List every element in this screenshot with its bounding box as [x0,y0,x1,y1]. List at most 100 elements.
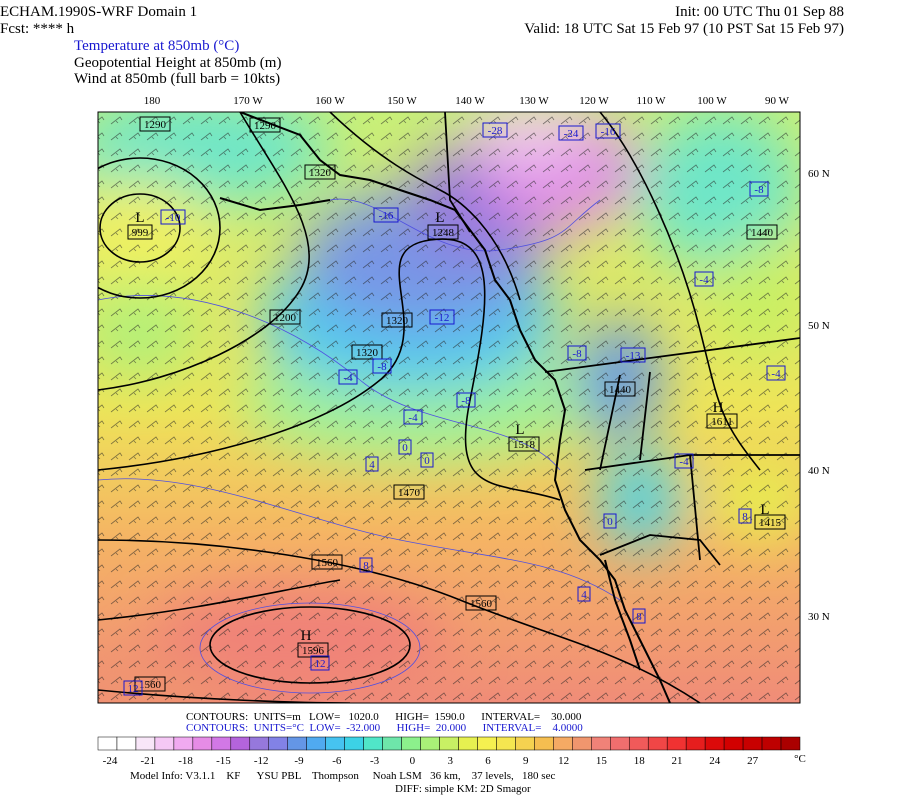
height-label-box [134,676,166,692]
colorbar-cell [230,736,251,751]
lon-label: 130 W [519,95,549,107]
temperature-label: -8 [377,361,387,373]
colorbar-cell [344,736,364,751]
colorbar-label: 21 [672,755,683,767]
temperature-label: -16 [601,126,616,138]
colorbar-cell [192,736,213,751]
height-label-box [706,413,738,429]
height-label: 1320 [386,315,409,327]
temperature-label: 4 [581,589,587,601]
colorbar-cell [439,736,459,751]
colorbar-cell [553,736,573,751]
temperature-label: -24 [564,128,579,140]
pressure-center: L [760,502,769,518]
lon-label: 110 W [636,95,666,107]
height-contours: CONTOURS: UNITS=m LOW= 1020.0 HIGH= 1590… [186,711,582,723]
temperature-label-box [338,369,358,385]
init-time: Init: 00 UTC Thu 01 Sep 88 [675,4,844,20]
temperature-label-box [558,125,584,141]
temperature-label: 4 [369,459,375,471]
height-label: 1415 [759,517,782,529]
temperature-label-box [632,608,646,624]
height-label-box [427,224,459,240]
height-label: 1560 [470,598,493,610]
colorbar-cell [135,736,156,751]
pressure-center: L [135,210,144,226]
temperature-label-box [429,309,455,325]
temperature-label: -16 [379,210,394,222]
colorbar-label: -9 [294,755,304,767]
valid-time: Valid: 18 UTC Sat 15 Feb 97 (10 PST Sat … [524,21,844,37]
colorbar-unit: °C [794,753,806,765]
height-label-box [269,309,301,325]
colorbar-label: -15 [216,755,231,767]
temperature-label: -28 [488,125,503,137]
temperature-label: 0 [402,442,408,454]
colorbar-label: 6 [485,755,491,767]
pressure-center: H [713,400,724,416]
colorbar-label: 12 [558,755,569,767]
colorbar-cell [287,736,307,751]
colorbar-cell [666,736,687,751]
temperature-label-box [603,513,617,529]
height-label: 1440 [609,384,632,396]
height-label: 999 [132,227,149,239]
colorbar-cell [496,736,516,751]
height-label-box [604,381,636,397]
height-label: 1200 [274,312,297,324]
height-label: 1611 [711,416,733,428]
colorbar-cell [325,736,345,751]
colorbar-label: -3 [370,755,380,767]
model-info: Model Info: V3.1.1 KF YSU PBL Thompson N… [130,770,555,782]
forecast: Fcst: **** h [0,21,75,37]
colorbar-cell [534,736,554,751]
height-label: 1290 [144,119,167,131]
height-label-box [249,117,281,133]
height-label: 1560 [139,679,162,691]
colorbar-cell [742,736,763,751]
temperature-label: 12 [315,658,326,670]
lon-label: 160 W [315,95,345,107]
colorbar-cell [306,736,326,751]
colorbar-cell [458,736,478,751]
colorbar-label: 15 [596,755,608,767]
colorbar-cell [116,736,137,751]
colorbar-cell [154,736,175,751]
colorbar-cell [363,736,383,751]
height-label-box [311,554,343,570]
temperature-label-box [620,347,646,363]
height-label-box [351,344,383,360]
lon-label: 180 [144,95,161,107]
colorbar-cell [173,736,194,751]
temperature-label: -12 [435,312,450,324]
temperature-label-box [373,207,399,223]
height-label: 1518 [513,439,536,451]
colorbar-cell [704,736,725,751]
temperature-label: -4 [771,368,781,380]
temperature-label-box [365,456,379,472]
lon-label: 120 W [579,95,609,107]
colorbar-cell [685,736,706,751]
colorbar-label: 9 [523,755,529,767]
temperature-label: -8 [461,395,471,407]
map-frame [97,111,801,704]
temperature-label: 8 [742,511,748,523]
temperature-label-box [766,365,786,381]
lat-label: 40 N [808,465,830,477]
temperature-label: -13 [626,350,641,362]
colorbar-cell [420,736,440,751]
lon-label: 100 W [697,95,727,107]
lat-label: 30 N [808,611,830,623]
temperature-label-box [694,271,714,287]
colorbar-label: -21 [140,755,155,767]
lat-label: 50 N [808,320,830,332]
height-label: 1440 [751,227,774,239]
colorbar-label: -24 [103,755,118,767]
temperature-label: 12 [128,683,139,695]
colorbar-cell [268,736,288,751]
temperature-label-box [595,123,621,139]
temperature-label: -8 [754,184,764,196]
pressure-center: L [435,210,444,226]
borders [444,112,800,566]
